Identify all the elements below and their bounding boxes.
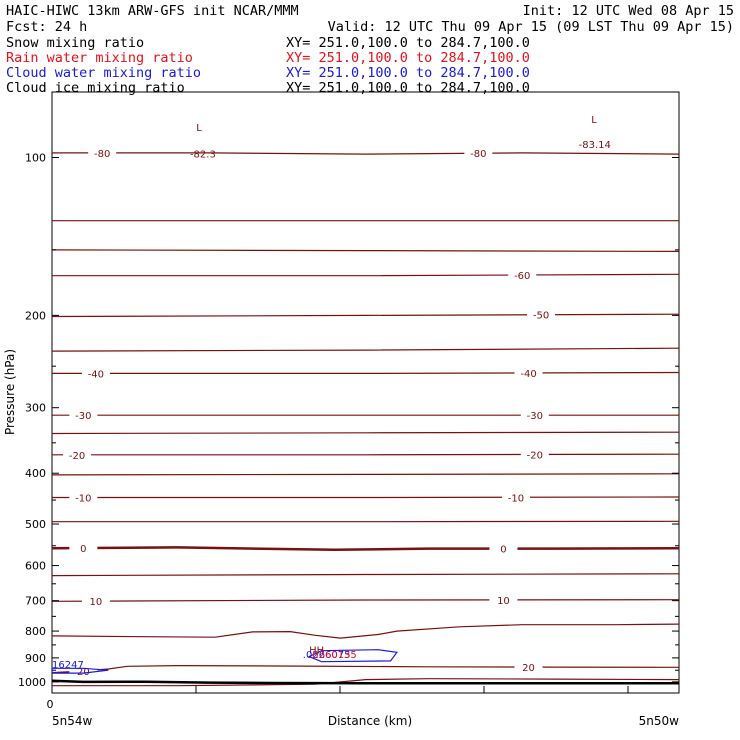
annotation-0: L bbox=[196, 123, 202, 134]
chart-title: HAIC-HIWC 13km ARW-GFS init NCAR/MMM bbox=[6, 3, 299, 19]
isotherm-label-bg bbox=[464, 147, 493, 160]
isotherm-label-bg bbox=[63, 448, 92, 461]
isotherm-label-bg bbox=[520, 448, 549, 461]
forecast-hour: Fcst: 24 h bbox=[6, 19, 87, 35]
terrain-line bbox=[51, 679, 679, 685]
x-end-label: 5n50w bbox=[639, 714, 680, 728]
isotherm--40 bbox=[52, 371, 680, 374]
legend-cloud-water-label: Cloud water mixing ratio bbox=[6, 65, 201, 81]
y-tick-label: 100 bbox=[25, 152, 46, 165]
isotherm-label: -80 bbox=[94, 149, 110, 160]
isotherm-label-bg bbox=[489, 593, 518, 606]
isotherm-label: -40 bbox=[88, 369, 104, 380]
y-tick-label: 700 bbox=[25, 595, 46, 608]
isotherm-label-bg bbox=[514, 661, 543, 674]
y-axis-label: Pressure (hPa) bbox=[3, 349, 17, 435]
isotherm--15 bbox=[51, 473, 680, 476]
isotherm-label: -10 bbox=[508, 493, 524, 504]
isotherm-label-bg bbox=[81, 367, 110, 380]
isotherm-label-bg bbox=[69, 409, 98, 422]
isotherm--60 bbox=[52, 273, 680, 277]
isotherm-label-bg bbox=[508, 268, 537, 281]
cloud-water-contours bbox=[51, 649, 398, 674]
legend-snow-label: Snow mixing ratio bbox=[6, 35, 144, 51]
isotherm-label-bg bbox=[527, 308, 556, 321]
annotation-5: .0266075 bbox=[303, 650, 351, 661]
isotherm-label: -30 bbox=[75, 411, 91, 422]
cloud-water-contour bbox=[307, 649, 398, 663]
isotherm-label: -20 bbox=[527, 451, 543, 462]
isotherm-15 bbox=[51, 623, 680, 639]
isotherm--45 bbox=[51, 347, 680, 352]
isotherm--65 bbox=[51, 249, 680, 252]
valid-time: Valid: 12 UTC Thu 09 Apr 15 (09 LST Thu … bbox=[328, 19, 734, 35]
temperature-contours: -80 -80 -60 -50 -40 -40 -30 -30 -20 -20 -10 -10 0 0 10… bbox=[51, 146, 680, 678]
plot-frame bbox=[51, 91, 680, 694]
isotherm-label: -30 bbox=[527, 411, 543, 422]
isotherm-label-bg bbox=[501, 491, 530, 504]
legend: Snow mixing ratio XY= 251.0,100.0 to 284… bbox=[6, 35, 530, 96]
annotation-6: .0260135 bbox=[309, 650, 357, 661]
isotherm-5 bbox=[51, 573, 680, 577]
x-start-label: 5n54w bbox=[52, 714, 93, 728]
annotation-1: -82.3 bbox=[190, 150, 216, 161]
x-axis bbox=[51, 686, 629, 693]
isotherm-label: 0 bbox=[80, 544, 86, 555]
x-axis-label: Distance (km) bbox=[328, 714, 412, 728]
legend-cloud-water-xy: XY= 251.0,100.0 to 284.7,100.0 bbox=[286, 65, 530, 81]
isotherm-label: -20 bbox=[69, 451, 85, 462]
isotherm-10 bbox=[51, 599, 680, 602]
isotherm--20 bbox=[52, 453, 680, 456]
ground-contour-line bbox=[52, 678, 680, 687]
isotherm-label-bg bbox=[81, 595, 110, 608]
legend-snow-xy: XY= 251.0,100.0 to 284.7,100.0 bbox=[286, 35, 530, 51]
annotation-7: 16247 bbox=[52, 660, 84, 671]
isotherm-label: 20 bbox=[522, 663, 535, 674]
y-tick-label: 1000 bbox=[18, 676, 46, 689]
annotation-3: -83.14 bbox=[579, 140, 611, 151]
contour-annotations: L -82.3 L -83.14 HH.0266075.0260135 16247 bbox=[52, 115, 611, 671]
isotherm-label: 20 bbox=[77, 667, 90, 678]
legend-rain-label: Rain water mixing ratio bbox=[6, 50, 193, 66]
isotherm-label: -80 bbox=[470, 149, 486, 160]
isotherm--25 bbox=[51, 431, 680, 435]
isotherm--80 bbox=[52, 152, 680, 155]
isotherm-label: -10 bbox=[75, 493, 91, 504]
x-tick-zero: 0 bbox=[47, 698, 54, 711]
annotation-2: L bbox=[591, 115, 597, 126]
isotherm-0 bbox=[51, 546, 680, 552]
isotherm-label: 10 bbox=[90, 597, 103, 608]
isotherm-label: -60 bbox=[514, 271, 530, 282]
isotherm-label: -50 bbox=[533, 311, 549, 322]
isotherm-label: 10 bbox=[497, 596, 510, 607]
legend-rain-xy: XY= 251.0,100.0 to 284.7,100.0 bbox=[286, 50, 530, 66]
y-tick-label: 400 bbox=[25, 467, 46, 480]
terrain-layer bbox=[51, 678, 680, 687]
y-tick-label: 200 bbox=[25, 309, 46, 322]
isotherm--10 bbox=[52, 496, 680, 499]
isotherm-20 bbox=[51, 664, 680, 674]
isotherm-label-bg bbox=[489, 542, 518, 555]
y-tick-label: 500 bbox=[25, 518, 46, 531]
legend-cloud-ice-xy: XY= 251.0,100.0 to 284.7,100.0 bbox=[286, 80, 530, 96]
y-tick-label: 800 bbox=[25, 625, 46, 638]
y-tick-label: 900 bbox=[25, 652, 46, 665]
y-tick-label: 600 bbox=[25, 560, 46, 573]
isotherm--50 bbox=[51, 313, 680, 318]
isotherm-label-bg bbox=[69, 491, 98, 504]
isotherm-label: -40 bbox=[520, 369, 536, 380]
isotherm-label: 0 bbox=[500, 545, 506, 556]
isotherm-label-bg bbox=[520, 409, 549, 422]
legend-cloud-ice-label: Cloud ice mixing ratio bbox=[6, 80, 185, 96]
isotherm-label-bg bbox=[514, 366, 543, 379]
y-tick-label: 300 bbox=[25, 402, 46, 415]
cloud-water-contour bbox=[51, 667, 109, 674]
init-time: Init: 12 UTC Wed 08 Apr 15 bbox=[523, 3, 734, 19]
annotation-4: HH bbox=[309, 645, 324, 656]
isotherm-label-bg bbox=[69, 542, 98, 555]
isotherm-label-bg bbox=[88, 146, 117, 159]
